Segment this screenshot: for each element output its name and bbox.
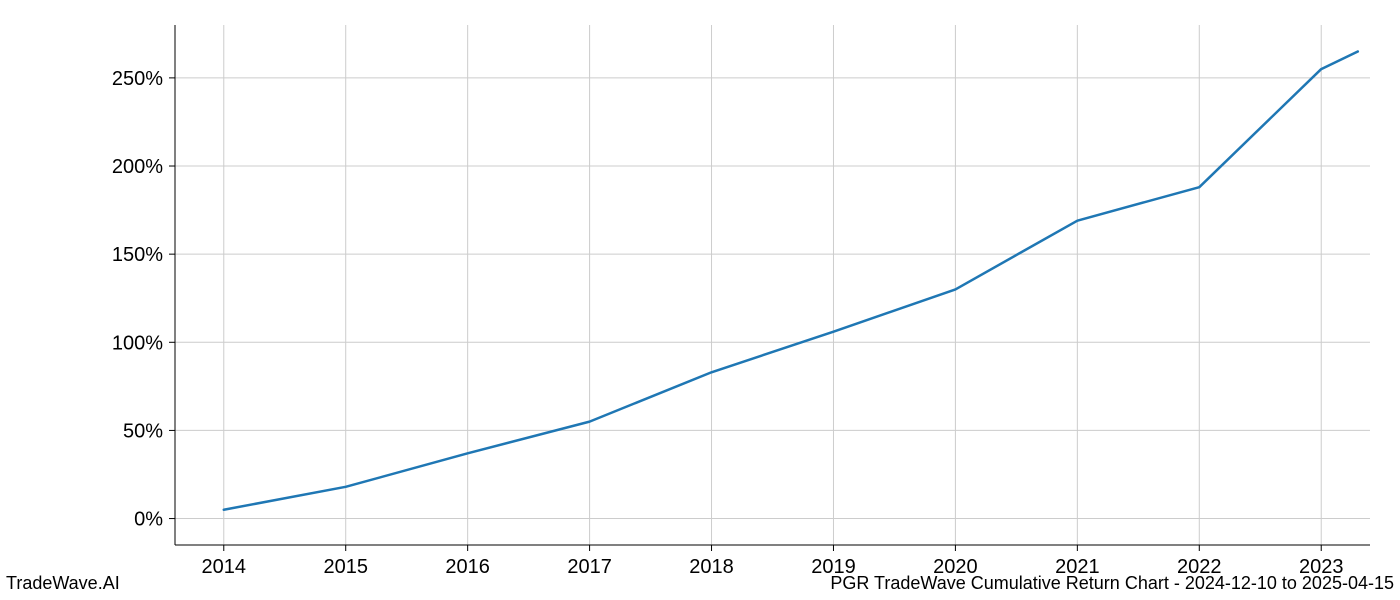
footer-brand: TradeWave.AI [6,573,120,594]
x-tick-label: 2015 [323,556,368,578]
x-tick-label: 2017 [567,556,612,578]
line-chart: 2014201520162017201820192020202120222023… [0,0,1400,600]
y-tick-label: 200% [112,156,163,178]
return-series-line [224,51,1358,509]
y-tick-label: 150% [112,244,163,266]
y-tick-label: 0% [134,509,163,531]
chart-container: 2014201520162017201820192020202120222023… [0,0,1400,600]
y-tick-label: 100% [112,332,163,354]
x-tick-label: 2014 [202,556,247,578]
x-tick-label: 2016 [445,556,490,578]
y-tick-label: 250% [112,68,163,90]
y-tick-label: 50% [123,420,163,442]
x-tick-label: 2018 [689,556,734,578]
footer-caption: PGR TradeWave Cumulative Return Chart - … [830,573,1394,594]
